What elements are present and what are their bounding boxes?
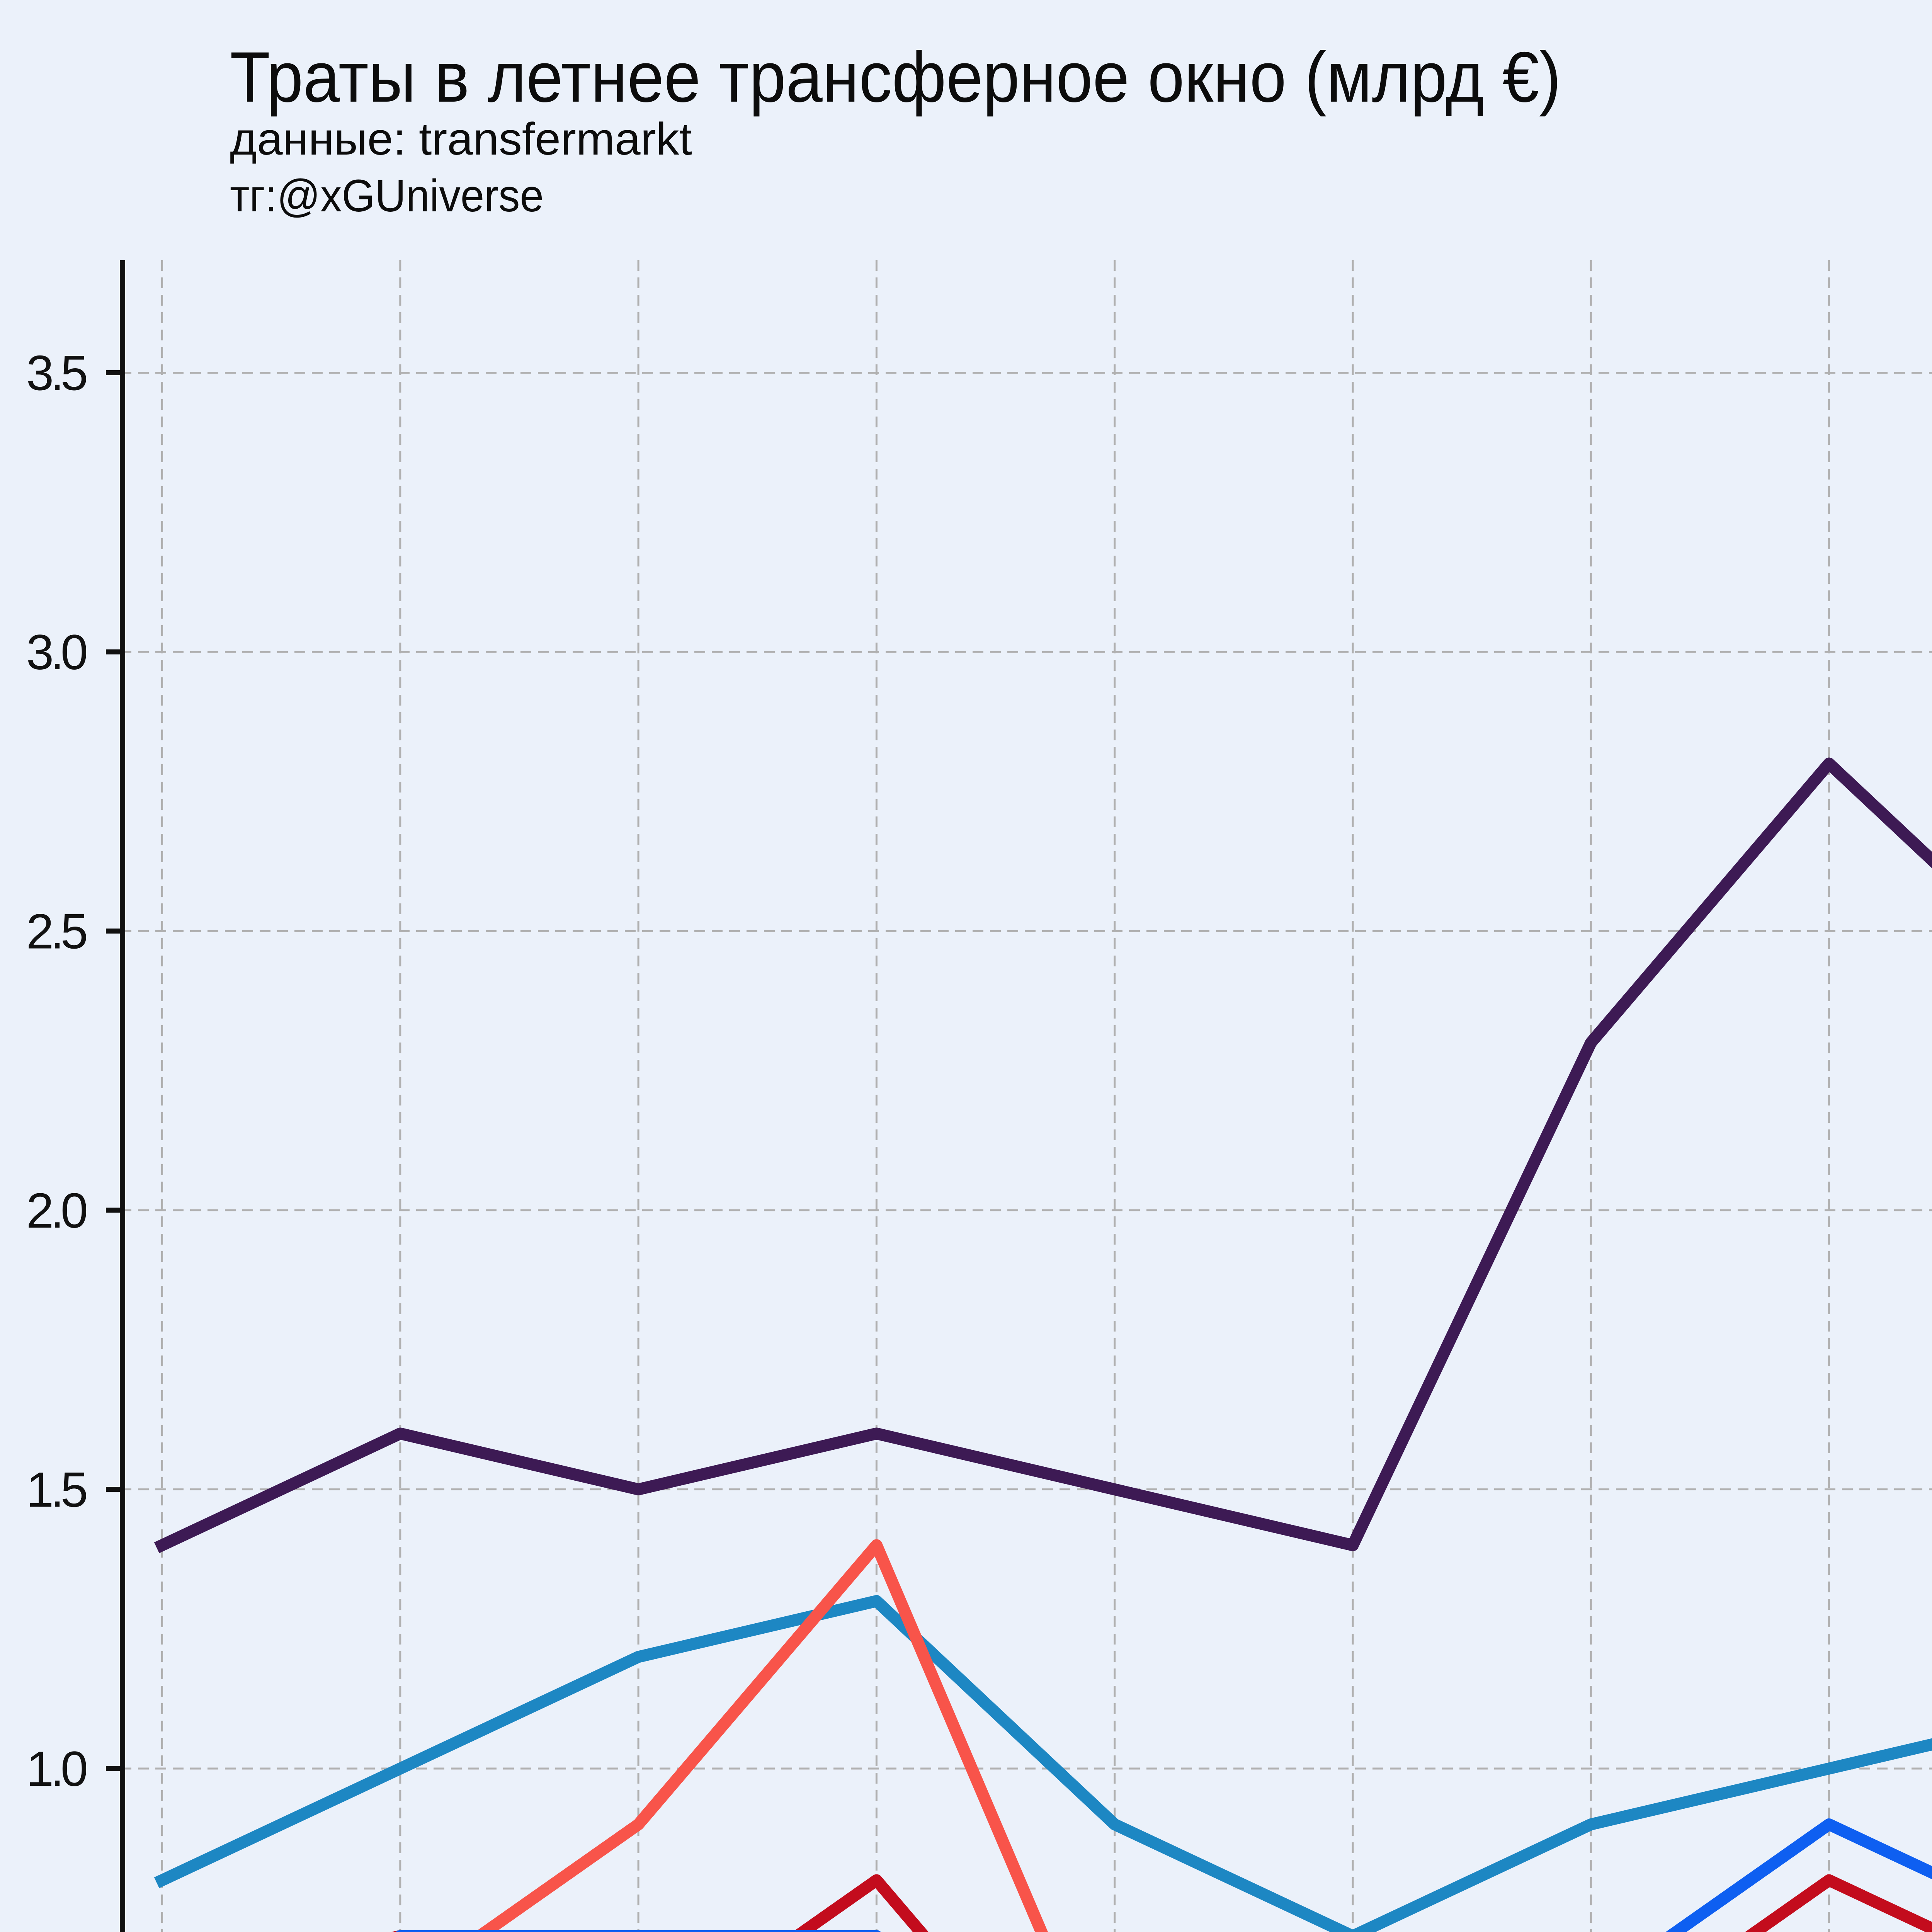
svg-text:1.0: 1.0 [26,1742,88,1797]
svg-text:данные: transfermarkt: данные: transfermarkt [230,114,692,165]
svg-text:2.0: 2.0 [26,1183,88,1238]
svg-text:Траты в летнее трансферное окн: Траты в летнее трансферное окно (млрд €) [230,37,1561,117]
svg-text:3.0: 3.0 [26,625,88,680]
svg-text:1.5: 1.5 [26,1463,88,1518]
svg-text:тг:@xGUniverse: тг:@xGUniverse [230,170,544,221]
svg-text:3.5: 3.5 [26,346,88,401]
svg-text:2.5: 2.5 [26,904,88,959]
